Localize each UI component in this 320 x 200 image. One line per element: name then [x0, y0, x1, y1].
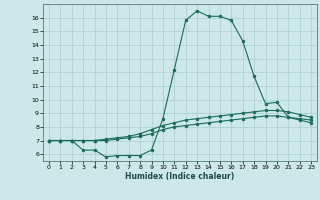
X-axis label: Humidex (Indice chaleur): Humidex (Indice chaleur) — [125, 172, 235, 181]
